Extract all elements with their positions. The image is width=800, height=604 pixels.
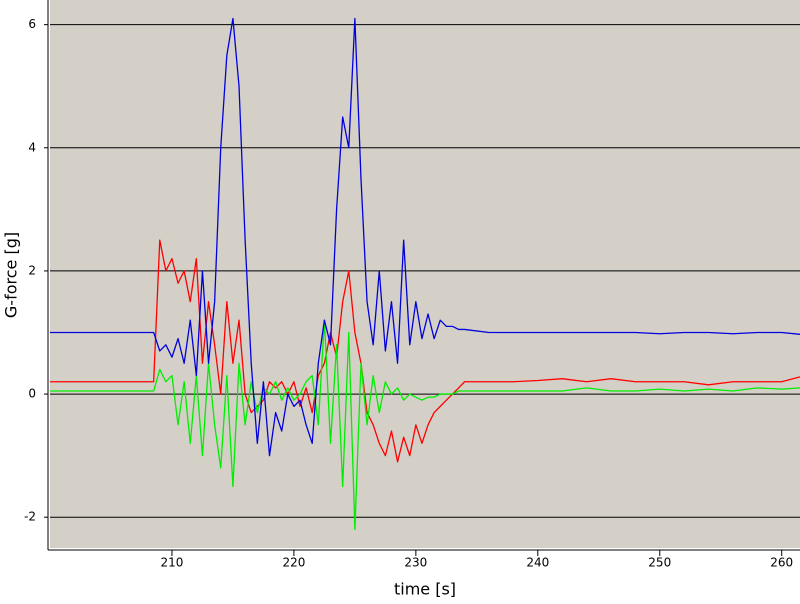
lines — [50, 17, 800, 531]
y-tick-label: 2 — [28, 263, 36, 277]
x-tick-label: 260 — [770, 556, 793, 570]
x-axis-title: time [s] — [394, 580, 456, 599]
y-axis-title: G-force [g] — [2, 232, 21, 318]
plot-area — [50, 0, 800, 548]
x-tick-label: 230 — [404, 556, 427, 570]
x-tick-label: 220 — [282, 556, 305, 570]
data-line — [50, 319, 800, 531]
x-tick-label: 210 — [160, 556, 183, 570]
y-tick-label: 4 — [28, 140, 36, 154]
y-tick-label: 6 — [28, 17, 36, 31]
y-tick-label: -2 — [24, 510, 36, 524]
x-tick-label: 240 — [526, 556, 549, 570]
data-line — [50, 17, 800, 457]
y-tick-label: 0 — [28, 387, 36, 401]
x-tick-label: 250 — [648, 556, 671, 570]
ticks: -2 0 2 4 6 210 220 230 240 250 260 — [24, 17, 793, 569]
